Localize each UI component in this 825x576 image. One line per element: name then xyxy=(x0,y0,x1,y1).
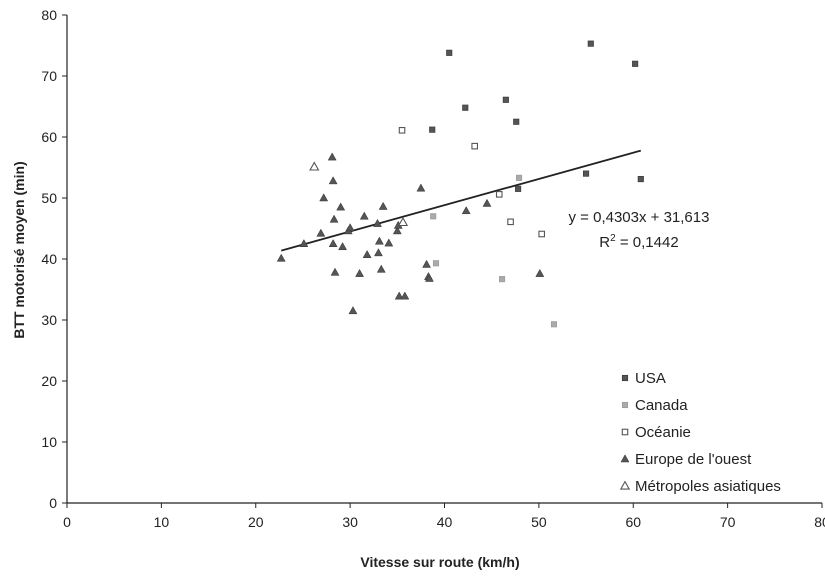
data-point-europe-de-l-ouest xyxy=(330,267,340,276)
legend-marker xyxy=(620,454,630,463)
data-point-usa xyxy=(502,96,509,103)
r-squared-prefix: R xyxy=(599,234,610,251)
r-squared-label: R2 = 0,1442 xyxy=(599,233,678,251)
data-point-metropoles-asiatiques xyxy=(309,161,320,171)
x-axis-title: Vitesse sur route (km/h) xyxy=(360,554,519,570)
x-tick-label: 10 xyxy=(154,514,170,530)
data-point-europe-de-l-ouest xyxy=(336,202,346,211)
data-point-usa xyxy=(637,176,644,183)
data-point-oceanie xyxy=(471,142,479,150)
trendline-equation: y = 0,4303x + 31,613 xyxy=(569,209,710,226)
trendline-group xyxy=(280,149,642,252)
legend-label: Métropoles asiatiques xyxy=(635,478,781,495)
data-point-usa xyxy=(587,40,594,47)
y-tick-label: 30 xyxy=(41,312,57,328)
data-point-europe-de-l-ouest xyxy=(394,291,404,300)
data-point-europe-de-l-ouest xyxy=(362,250,372,258)
data-point-europe-de-l-ouest xyxy=(319,193,329,202)
y-tick-label: 10 xyxy=(41,434,57,450)
data-point-metropoles-asiatiques xyxy=(397,216,409,227)
legend-marker xyxy=(621,401,629,409)
data-point-europe-de-l-ouest xyxy=(355,268,364,277)
data-point-europe-de-l-ouest xyxy=(327,152,337,161)
data-point-oceanie xyxy=(495,191,503,198)
data-point-europe-de-l-ouest xyxy=(373,218,382,227)
data-point-usa xyxy=(429,126,436,133)
data-point-europe-de-l-ouest xyxy=(400,291,410,300)
data-point-usa xyxy=(515,185,522,192)
y-tick-label: 40 xyxy=(41,251,57,267)
data-point-europe-de-l-ouest xyxy=(328,239,338,247)
legend-label: Canada xyxy=(635,397,688,414)
x-tick-label: 50 xyxy=(531,514,547,530)
y-tick-label: 60 xyxy=(41,129,57,145)
data-point-europe-de-l-ouest xyxy=(359,211,369,220)
data-point-canada xyxy=(430,213,437,220)
data-point-usa xyxy=(583,170,590,177)
data-point-oceanie xyxy=(398,126,406,134)
legend-label: USA xyxy=(635,370,666,387)
y-tick-label: 80 xyxy=(41,7,57,23)
data-point-europe-de-l-ouest xyxy=(329,214,339,223)
trendline xyxy=(280,149,642,252)
data-point-europe-de-l-ouest xyxy=(374,236,384,245)
x-tick-label: 0 xyxy=(63,514,71,530)
legend-marker xyxy=(621,428,629,436)
data-point-europe-de-l-ouest xyxy=(416,183,426,192)
data-point-europe-de-l-ouest xyxy=(299,239,309,247)
y-tick-label: 50 xyxy=(41,190,57,206)
data-point-canada xyxy=(550,321,558,328)
legend-marker xyxy=(621,374,629,382)
data-points xyxy=(276,40,644,328)
data-point-usa xyxy=(446,49,453,56)
x-axis-ticks: 0 10 20 30 40 50 60 70 80 xyxy=(63,503,825,530)
data-point-oceanie xyxy=(507,218,514,226)
x-tick-label: 70 xyxy=(720,514,736,530)
data-point-europe-de-l-ouest xyxy=(328,176,338,185)
data-point-usa xyxy=(632,60,639,67)
data-point-europe-de-l-ouest xyxy=(345,223,355,232)
legend: USA Canada Océanie Europe de l'ouest Métropo… xyxy=(619,370,781,495)
data-point-europe-de-l-ouest xyxy=(378,201,388,210)
data-point-canada xyxy=(516,174,523,181)
x-tick-label: 60 xyxy=(625,514,641,530)
data-point-europe-de-l-ouest xyxy=(461,206,471,215)
data-point-europe-de-l-ouest xyxy=(316,228,326,237)
data-point-europe-de-l-ouest xyxy=(338,242,347,251)
x-tick-label: 20 xyxy=(248,514,264,530)
y-tick-label: 20 xyxy=(41,373,57,389)
data-point-europe-de-l-ouest xyxy=(348,306,358,315)
r-squared-value: = 0,1442 xyxy=(616,234,679,251)
data-point-europe-de-l-ouest xyxy=(482,198,492,207)
y-tick-label: 70 xyxy=(41,68,57,84)
x-tick-label: 80 xyxy=(814,514,825,530)
data-point-europe-de-l-ouest xyxy=(384,238,394,247)
data-point-usa xyxy=(462,104,469,111)
data-point-canada xyxy=(499,276,506,283)
data-point-europe-de-l-ouest xyxy=(392,226,402,235)
data-point-europe-de-l-ouest xyxy=(376,264,386,273)
x-tick-label: 40 xyxy=(437,514,453,530)
y-axis-title: BTT motorisé moyen (min) xyxy=(11,161,27,338)
legend-label: Europe de l'ouest xyxy=(635,451,752,468)
data-point-europe-de-l-ouest xyxy=(374,248,383,257)
data-point-europe-de-l-ouest xyxy=(535,268,545,277)
data-point-europe-de-l-ouest xyxy=(424,273,434,282)
y-axis-ticks: 0 10 20 30 40 50 60 70 80 xyxy=(41,7,67,511)
data-point-europe-de-l-ouest xyxy=(276,253,286,262)
plot-frame xyxy=(66,15,822,504)
x-tick-label: 30 xyxy=(342,514,358,530)
data-point-usa xyxy=(513,118,520,125)
legend-label: Océanie xyxy=(635,424,691,441)
y-tick-label: 0 xyxy=(49,495,57,511)
data-point-canada xyxy=(432,260,440,267)
legend-marker xyxy=(619,480,631,490)
data-point-oceanie xyxy=(538,230,546,238)
data-point-europe-de-l-ouest xyxy=(422,259,431,268)
r-squared-superscript: 2 xyxy=(610,233,616,244)
